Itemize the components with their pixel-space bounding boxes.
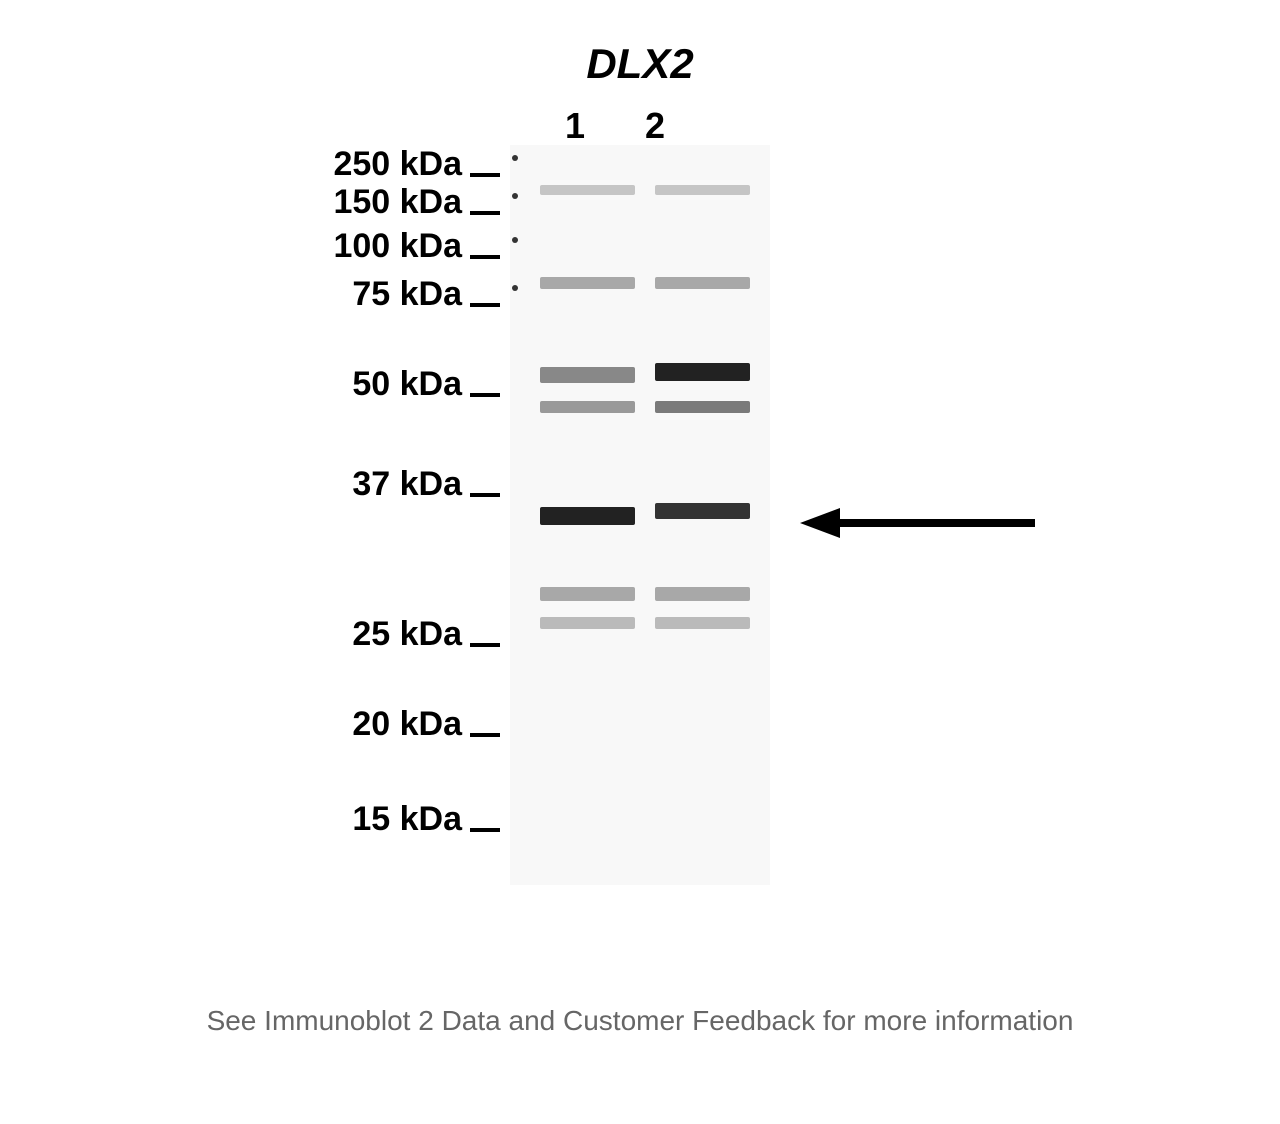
blot-band [655, 185, 750, 195]
blot-band [655, 363, 750, 381]
blot-band [655, 587, 750, 601]
mw-marker-label: 15 kDa [352, 800, 500, 839]
blot-band [540, 277, 635, 289]
lane-label-1: 1 [565, 105, 585, 147]
blot-container: DLX2 1 2 250 kDa150 kDa 100 kDa 75 kDa 50 k… [0, 0, 1280, 1124]
mw-marker-label: 250 kDa [333, 145, 500, 184]
blot-band [655, 617, 750, 629]
lane-label-2: 2 [645, 105, 665, 147]
blot-band [655, 277, 750, 289]
blot-title: DLX2 [586, 40, 693, 88]
target-band-arrow-icon [800, 498, 1040, 548]
blot-band [540, 507, 635, 525]
blot-band [540, 185, 635, 195]
mw-marker-label: 37 kDa [352, 465, 500, 504]
mw-marker-label: 150 kDa [333, 183, 500, 222]
mw-marker-label: 50 kDa [352, 365, 500, 404]
blot-band [540, 401, 635, 413]
blot-band [540, 367, 635, 383]
mw-marker-label: 25 kDa [352, 615, 500, 654]
mw-marker-label: 75 kDa [352, 275, 500, 314]
blot-band [540, 587, 635, 601]
mw-marker-dot [512, 237, 518, 243]
mw-marker-label: 100 kDa [333, 227, 500, 266]
blot-area [510, 145, 770, 885]
lane-labels: 1 2 [565, 105, 665, 147]
mw-marker-label: 20 kDa [352, 705, 500, 744]
mw-marker-dot [512, 193, 518, 199]
footer-text: See Immunoblot 2 Data and Customer Feedb… [207, 1005, 1074, 1037]
blot-band [540, 617, 635, 629]
mw-marker-dot [512, 155, 518, 161]
blot-band [655, 401, 750, 413]
blot-band [655, 503, 750, 519]
mw-marker-dot [512, 285, 518, 291]
